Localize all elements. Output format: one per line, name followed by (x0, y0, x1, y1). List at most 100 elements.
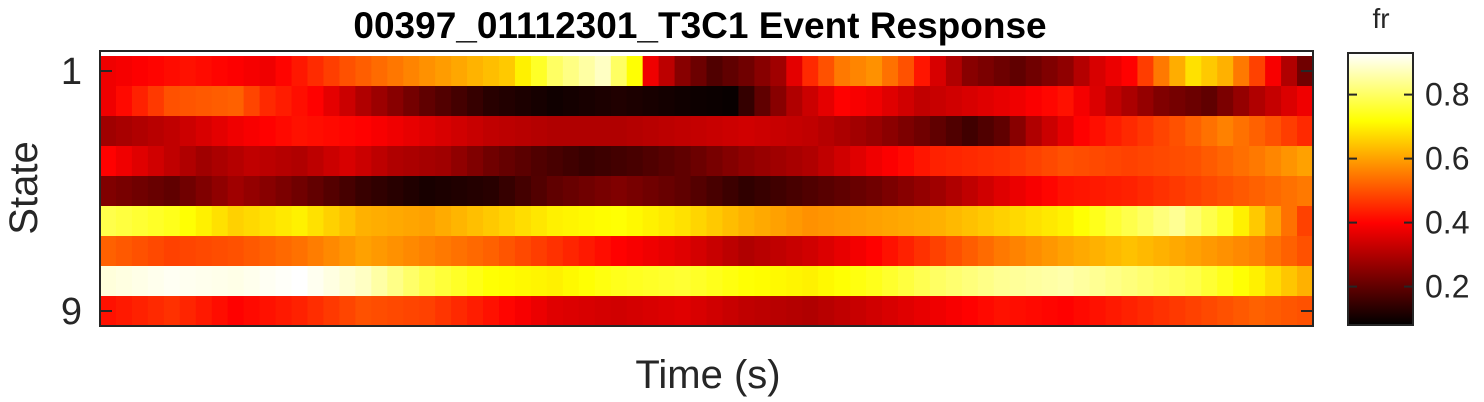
heatmap-cell (1233, 116, 1250, 146)
heatmap-cell (1073, 266, 1091, 296)
heatmap-cell (866, 296, 883, 326)
heatmap-cell (419, 236, 436, 266)
heatmap-cell (435, 146, 452, 176)
heatmap-cell (738, 56, 755, 86)
heatmap-cell (658, 116, 676, 146)
heatmap-cell (993, 116, 1011, 146)
heatmap-cell (786, 206, 803, 236)
heatmap-cell (147, 176, 165, 206)
heatmap-cell (131, 56, 149, 86)
heatmap-cell (339, 146, 356, 176)
heatmap-cell (1217, 296, 1234, 326)
heatmap-cell (1185, 236, 1202, 266)
heatmap-cell (929, 236, 947, 266)
heatmap-cell (898, 56, 915, 86)
heatmap-cell (1169, 86, 1186, 116)
heatmap-cell (674, 146, 692, 176)
heatmap-cell (770, 116, 787, 146)
heatmap-cell (913, 56, 931, 86)
heatmap-cell (945, 266, 963, 296)
heatmap-cell (834, 116, 851, 146)
heatmap-cell (371, 176, 388, 206)
heatmap-cell (243, 296, 261, 326)
heatmap-cell (945, 176, 963, 206)
heatmap-cell (993, 236, 1011, 266)
heatmap-cell (1121, 86, 1139, 116)
heatmap-cell (1297, 266, 1314, 296)
heatmap-cell (291, 236, 309, 266)
heatmap-cell (610, 56, 628, 86)
heatmap-cell (355, 116, 372, 146)
heatmap-cell (435, 116, 452, 146)
heatmap-cell (1281, 86, 1298, 116)
heatmap-cell (786, 266, 803, 296)
heatmap-cell (403, 56, 420, 86)
heatmap-cell (1249, 176, 1266, 206)
heatmap-cell (802, 236, 819, 266)
heatmap-cell (802, 206, 819, 236)
heatmap-cell (546, 146, 564, 176)
heatmap-cell (131, 296, 149, 326)
heatmap-cell (945, 116, 963, 146)
heatmap-cell (754, 56, 771, 86)
colorbar-ticks: 0.2 0.4 0.6 0.8 (1348, 77, 1469, 305)
heatmap-cell (1185, 176, 1202, 206)
colorbar-tick-label: 0.2 (1425, 269, 1469, 305)
heatmap-cell (961, 236, 979, 266)
heatmap-cell (499, 146, 516, 176)
heatmap-cell (435, 206, 452, 236)
heatmap-cell (738, 146, 755, 176)
heatmap-cell (483, 176, 500, 206)
heatmap-cell (195, 116, 213, 146)
heatmap-cell (371, 86, 388, 116)
heatmap-cell (706, 146, 724, 176)
heatmap-cell (419, 56, 436, 86)
heatmap-cell (179, 266, 197, 296)
heatmap-cell (658, 176, 676, 206)
heatmap-cell (307, 56, 325, 86)
heatmap-cell (483, 146, 500, 176)
heatmap-cell (546, 296, 564, 326)
heatmap-cell (1281, 146, 1298, 176)
heatmap-cell (1089, 236, 1107, 266)
heatmap-cell (1105, 236, 1123, 266)
heatmap-cell (754, 206, 771, 236)
heatmap-cell (866, 56, 883, 86)
heatmap-cell (275, 116, 293, 146)
heatmap-cell (195, 266, 213, 296)
heatmap-cell (626, 296, 644, 326)
heatmap-cell (323, 146, 341, 176)
heatmap-cell (674, 176, 692, 206)
heatmap-cell (530, 86, 548, 116)
heatmap-cell (179, 206, 197, 236)
heatmap-cell (961, 206, 979, 236)
heatmap-cell (115, 146, 133, 176)
heatmap-cell (961, 296, 979, 326)
heatmap-cell (195, 296, 213, 326)
heatmap-cell (706, 116, 724, 146)
heatmap-cell (754, 116, 771, 146)
heatmap-cell (642, 56, 660, 86)
heatmap-cell (115, 266, 133, 296)
heatmap-cell (1153, 86, 1170, 116)
heatmap-cell (706, 236, 724, 266)
heatmap-cell (1217, 266, 1234, 296)
heatmap-cell (1281, 236, 1298, 266)
heatmap-cell (259, 56, 277, 86)
heatmap-cell (690, 116, 708, 146)
heatmap-cell (147, 296, 165, 326)
heatmap-cell (307, 176, 325, 206)
heatmap-cell (131, 86, 149, 116)
heatmap-cell (818, 146, 835, 176)
heatmap-cell (259, 116, 277, 146)
heatmap-cell (227, 56, 245, 86)
heatmap-cell (179, 86, 197, 116)
heatmap-cell (1121, 206, 1139, 236)
heatmap-cell (387, 116, 404, 146)
heatmap-cell (834, 296, 851, 326)
heatmap-cell (1233, 266, 1250, 296)
heatmap-cell (323, 236, 341, 266)
heatmap-cell (594, 296, 612, 326)
heatmap-cell (530, 56, 548, 86)
heatmap-cell (818, 236, 835, 266)
